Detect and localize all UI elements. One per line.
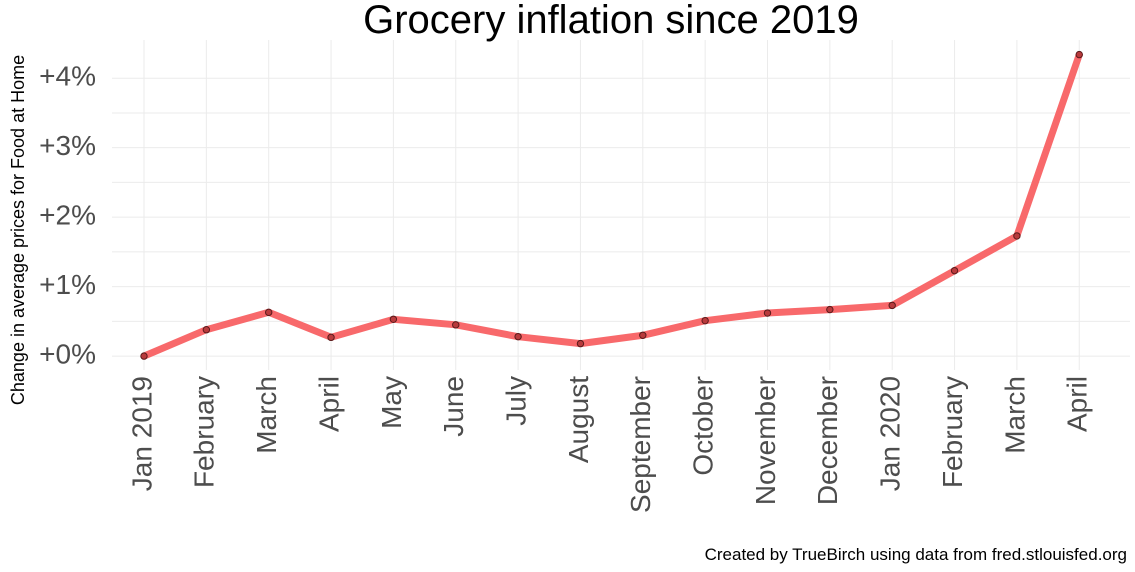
x-tick-label: April xyxy=(313,376,344,432)
x-tick-label: October xyxy=(688,376,719,476)
chart-caption: Created by TrueBirch using data from fre… xyxy=(704,545,1127,564)
x-tick-label: March xyxy=(999,376,1030,454)
y-tick-label: +0% xyxy=(39,338,96,369)
x-tick-label: May xyxy=(376,376,407,429)
series-line xyxy=(140,51,1083,360)
y-tick-label: +1% xyxy=(39,269,96,300)
data-point xyxy=(763,309,772,317)
y-axis-title: Change in average prices for Food at Hom… xyxy=(8,55,28,405)
data-points xyxy=(140,50,1083,360)
data-point xyxy=(514,332,522,341)
grid-lines xyxy=(112,40,1130,370)
data-point xyxy=(1013,232,1021,240)
data-point xyxy=(639,331,647,339)
x-tick-label: March xyxy=(251,376,282,454)
y-axis-tick-labels: +0% +1% +2% +3% +4% xyxy=(39,61,96,370)
data-point xyxy=(701,316,709,325)
x-tick-label: Jan 2020 xyxy=(875,376,906,491)
data-point xyxy=(888,301,896,310)
y-tick-label: +2% xyxy=(39,200,96,231)
data-point xyxy=(389,315,398,323)
y-tick-label: +3% xyxy=(39,130,96,161)
x-axis-tick-labels: Jan 2019 February March April May June July Aug… xyxy=(126,376,1092,513)
x-tick-label: February xyxy=(189,376,220,488)
x-tick-label: December xyxy=(812,376,843,505)
x-tick-label: July xyxy=(500,376,531,426)
x-tick-label: April xyxy=(1062,376,1093,432)
chart-title: Grocery inflation since 2019 xyxy=(363,0,859,42)
data-point xyxy=(140,352,148,360)
y-tick-label: +4% xyxy=(39,61,96,92)
series-food-at-home xyxy=(140,51,1083,360)
x-tick-label: February xyxy=(937,376,968,488)
x-tick-label: August xyxy=(563,376,594,463)
data-point xyxy=(452,321,460,329)
data-point xyxy=(950,266,959,275)
data-point xyxy=(1075,50,1083,59)
x-tick-label: September xyxy=(625,376,656,513)
x-tick-label: November xyxy=(750,376,781,505)
x-tick-label: Jan 2019 xyxy=(126,376,157,491)
data-point xyxy=(327,333,335,342)
data-point xyxy=(826,305,834,314)
data-point xyxy=(202,326,211,334)
data-point xyxy=(265,308,273,317)
data-point xyxy=(576,339,585,348)
x-tick-label: June xyxy=(438,376,469,437)
